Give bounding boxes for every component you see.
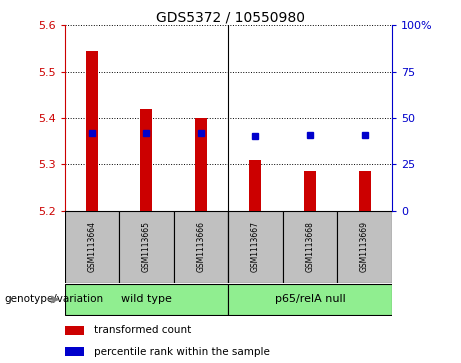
Text: GSM1113669: GSM1113669 [360, 221, 369, 272]
Text: GSM1113665: GSM1113665 [142, 221, 151, 272]
Text: wild type: wild type [121, 294, 172, 304]
Text: genotype/variation: genotype/variation [5, 294, 104, 305]
Bar [337, 211, 392, 283]
Bar [65, 211, 119, 283]
Bar [65, 347, 84, 356]
Bar [228, 284, 392, 315]
Text: p65/relA null: p65/relA null [275, 294, 345, 304]
Bar [304, 171, 316, 211]
Bar [65, 284, 228, 315]
Text: GSM1113666: GSM1113666 [196, 221, 206, 272]
Text: GSM1113667: GSM1113667 [251, 221, 260, 272]
Text: GSM1113664: GSM1113664 [87, 221, 96, 272]
Bar [65, 326, 84, 335]
Bar [283, 211, 337, 283]
Text: GDS5372 / 10550980: GDS5372 / 10550980 [156, 11, 305, 25]
Text: percentile rank within the sample: percentile rank within the sample [94, 347, 270, 357]
Bar [119, 211, 174, 283]
Bar [359, 171, 371, 211]
Bar [174, 211, 228, 283]
Bar [228, 211, 283, 283]
Bar [249, 160, 261, 211]
Bar [195, 118, 207, 211]
Bar [140, 109, 153, 211]
Text: GSM1113668: GSM1113668 [306, 221, 314, 272]
Text: transformed count: transformed count [94, 326, 191, 335]
Bar [86, 51, 98, 211]
